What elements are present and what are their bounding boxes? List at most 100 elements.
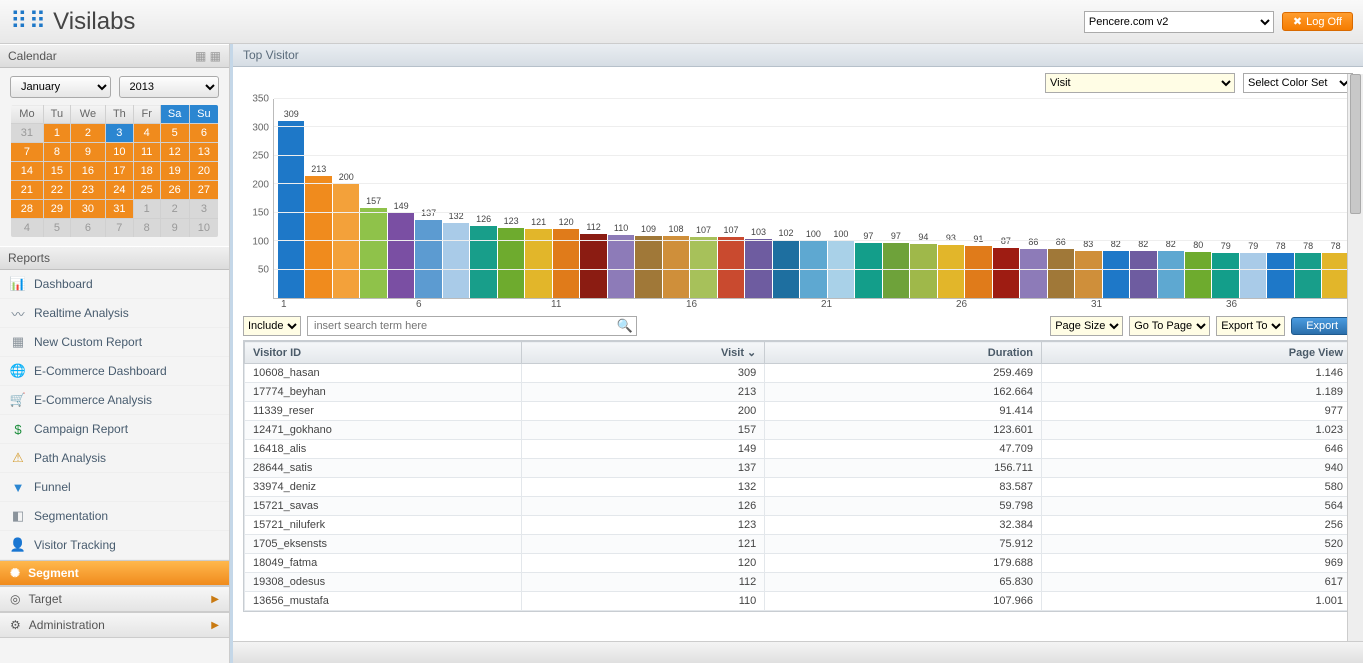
calendar-day[interactable]: 17	[105, 162, 133, 181]
search-icon[interactable]: 🔍	[617, 318, 633, 334]
calendar-day[interactable]: 8	[43, 143, 70, 162]
table-row[interactable]: 1705_eksensts12175.912520	[245, 535, 1352, 554]
calendar-day[interactable]: 2	[70, 124, 105, 143]
chart-bar[interactable]: 121	[525, 218, 551, 298]
calendar-day[interactable]: 12	[160, 143, 189, 162]
chart-bar[interactable]: 149	[388, 202, 414, 298]
chart-bar[interactable]: 91	[965, 235, 991, 298]
calendar-day[interactable]: 10	[105, 143, 133, 162]
table-row[interactable]: 13656_mustafa110107.9661.001	[245, 592, 1352, 611]
calendar-day[interactable]: 19	[160, 162, 189, 181]
calendar-day[interactable]: 23	[70, 181, 105, 200]
chart-bar[interactable]: 78	[1322, 242, 1348, 298]
chart-bar[interactable]: 78	[1267, 242, 1293, 298]
calendar-day[interactable]: 16	[70, 162, 105, 181]
site-select[interactable]: Pencere.com v2	[1084, 11, 1274, 33]
sidebar-item-e-commerce-dashboard[interactable]: 🌐E-Commerce Dashboard	[0, 357, 229, 386]
calendar-day[interactable]: 6	[70, 219, 105, 238]
calendar-day[interactable]: 29	[43, 200, 70, 219]
calendar-day[interactable]: 3	[105, 124, 133, 143]
calendar-grid[interactable]: MoTuWeThFrSaSu 3112345678910111213141516…	[10, 104, 219, 238]
sidebar-item-new-custom-report[interactable]: ▦New Custom Report	[0, 328, 229, 357]
calendar-day[interactable]: 4	[133, 124, 160, 143]
calendar-day[interactable]: 14	[11, 162, 44, 181]
calendar-day[interactable]: 1	[133, 200, 160, 219]
calendar-day[interactable]: 18	[133, 162, 160, 181]
sidebar-item-segmentation[interactable]: ◧Segmentation	[0, 502, 229, 531]
calendar-day[interactable]: 25	[133, 181, 160, 200]
calendar-day[interactable]: 13	[189, 143, 218, 162]
calendar-day[interactable]: 15	[43, 162, 70, 181]
chart-bar[interactable]: 112	[580, 223, 606, 298]
sidebar-item-realtime-analysis[interactable]: 〰Realtime Analysis	[0, 299, 229, 328]
vertical-scrollbar[interactable]	[1347, 74, 1363, 641]
calendar-day[interactable]: 7	[105, 219, 133, 238]
calendar-mode-icons[interactable]: ▦ ▦	[195, 49, 221, 63]
sidebar-group-segment[interactable]: ✺Segment	[0, 560, 229, 586]
column-header[interactable]: Duration	[765, 342, 1042, 364]
table-row[interactable]: 28644_satis137156.711940	[245, 459, 1352, 478]
calendar-day[interactable]: 22	[43, 181, 70, 200]
chart-bar[interactable]: 107	[718, 226, 744, 298]
calendar-day[interactable]: 27	[189, 181, 218, 200]
chart-bar[interactable]: 120	[553, 218, 579, 298]
sidebar-group-target[interactable]: ◎Target▶	[0, 586, 229, 612]
calendar-day[interactable]: 20	[189, 162, 218, 181]
chart-bar[interactable]: 94	[910, 233, 936, 298]
table-row[interactable]: 16418_alis14947.709646	[245, 440, 1352, 459]
calendar-day[interactable]: 21	[11, 181, 44, 200]
table-row[interactable]: 15721_savas12659.798564	[245, 497, 1352, 516]
month-select[interactable]: January	[10, 76, 111, 98]
page-size-select[interactable]: Page Size	[1050, 316, 1123, 336]
calendar-day[interactable]: 8	[133, 219, 160, 238]
sidebar-group-administration[interactable]: ⚙Administration▶	[0, 612, 229, 638]
column-header[interactable]: Visitor ID	[245, 342, 522, 364]
chart-bar[interactable]: 123	[498, 217, 524, 298]
calendar-day[interactable]: 10	[189, 219, 218, 238]
logoff-button[interactable]: ✖ Log Off	[1282, 12, 1353, 31]
include-select[interactable]: Include	[243, 316, 301, 336]
calendar-day[interactable]: 6	[189, 124, 218, 143]
sidebar-item-e-commerce-analysis[interactable]: 🛒E-Commerce Analysis	[0, 386, 229, 415]
chart-bar[interactable]: 200	[333, 173, 359, 298]
calendar-day[interactable]: 31	[105, 200, 133, 219]
sidebar-item-path-analysis[interactable]: ⚠Path Analysis	[0, 444, 229, 473]
calendar-day[interactable]: 24	[105, 181, 133, 200]
chart-bar[interactable]: 79	[1212, 242, 1238, 298]
chart-bar[interactable]: 93	[938, 234, 964, 298]
calendar-day[interactable]: 3	[189, 200, 218, 219]
calendar-day[interactable]: 9	[70, 143, 105, 162]
export-to-select[interactable]: Export To	[1216, 316, 1285, 336]
chart-bar[interactable]: 137	[415, 209, 441, 298]
calendar-day[interactable]: 30	[70, 200, 105, 219]
chart-bar[interactable]: 109	[635, 225, 661, 298]
table-row[interactable]: 18049_fatma120179.688969	[245, 554, 1352, 573]
chart-bar[interactable]: 79	[1240, 242, 1266, 298]
table-row[interactable]: 10608_hasan309259.4691.146	[245, 364, 1352, 383]
calendar-day[interactable]: 2	[160, 200, 189, 219]
calendar-day[interactable]: 11	[133, 143, 160, 162]
table-row[interactable]: 15721_niluferk12332.384256	[245, 516, 1352, 535]
chart-bar[interactable]: 80	[1185, 241, 1211, 298]
chart-bar[interactable]: 309	[278, 110, 304, 298]
sidebar-item-funnel[interactable]: ▼Funnel	[0, 473, 229, 502]
metric-select[interactable]: Visit	[1045, 73, 1235, 93]
year-select[interactable]: 2013	[119, 76, 220, 98]
table-row[interactable]: 17774_beyhan213162.6641.189	[245, 383, 1352, 402]
chart-bar[interactable]: 97	[855, 232, 881, 298]
table-row[interactable]: 12471_gokhano157123.6011.023	[245, 421, 1352, 440]
calendar-day[interactable]: 5	[160, 124, 189, 143]
chart-bar[interactable]: 97	[883, 232, 909, 298]
column-header[interactable]: Page View	[1042, 342, 1352, 364]
chart-bar[interactable]: 103	[745, 228, 771, 298]
export-button[interactable]: Export	[1291, 317, 1353, 335]
calendar-day[interactable]: 4	[11, 219, 44, 238]
sidebar-item-campaign-report[interactable]: $Campaign Report	[0, 415, 229, 444]
calendar-day[interactable]: 31	[11, 124, 44, 143]
sidebar-item-visitor-tracking[interactable]: 👤Visitor Tracking	[0, 531, 229, 560]
colorset-select[interactable]: Select Color Set	[1243, 73, 1353, 93]
calendar-day[interactable]: 7	[11, 143, 44, 162]
column-header[interactable]: Visit ⌄	[521, 342, 765, 364]
table-row[interactable]: 11339_reser20091.414977	[245, 402, 1352, 421]
goto-page-select[interactable]: Go To Page	[1129, 316, 1210, 336]
